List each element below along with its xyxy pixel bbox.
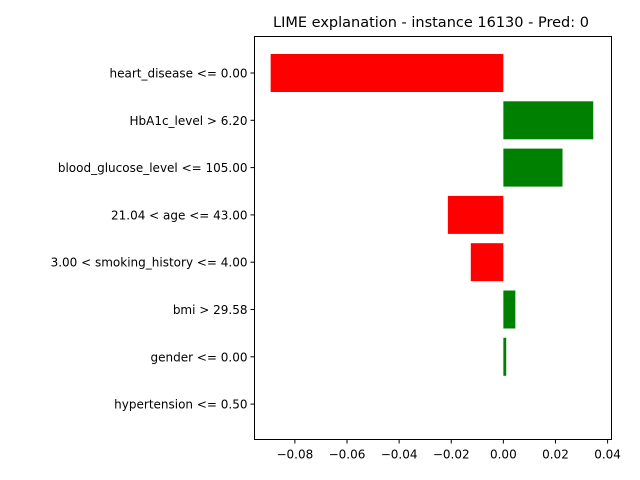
x-tick-label-5: 0.02 [542,448,569,462]
bar-4 [470,243,504,282]
bars-group [270,54,594,376]
y-tick-label-6: gender <= 0.00 [151,350,248,364]
bar-2 [503,148,563,187]
chart-title: LIME explanation - instance 16130 - Pred… [273,15,589,31]
x-tick-label-0: −0.08 [276,448,313,462]
x-tick-label-3: −0.02 [433,448,470,462]
x-axis: −0.08 −0.06 −0.04 −0.02 0.00 0.02 0.04 [276,439,621,462]
bar-1 [503,101,594,140]
y-tick-label-3: 21.04 < age <= 43.00 [111,208,247,222]
y-axis: heart_disease <= 0.00 HbA1c_level > 6.20 b… [51,67,255,412]
y-tick-label-0: heart_disease <= 0.00 [109,67,247,81]
y-tick-label-1: HbA1c_level > 6.20 [129,114,247,128]
x-tick-label-4: 0.00 [490,448,517,462]
bar-0 [270,54,504,92]
bar-3 [447,195,504,234]
y-tick-label-2: blood_glucose_level <= 105.00 [58,161,248,175]
bar-6 [503,337,507,376]
y-tick-label-5: bmi > 29.58 [173,303,248,317]
x-tick-label-6: 0.04 [594,448,621,462]
x-tick-label-1: −0.06 [329,448,366,462]
y-tick-label-7: hypertension <= 0.50 [114,398,247,412]
plot-frame [254,36,612,440]
x-tick-label-2: −0.04 [381,448,418,462]
y-tick-label-4: 3.00 < smoking_history <= 4.00 [51,256,248,270]
bar-5 [503,290,516,329]
